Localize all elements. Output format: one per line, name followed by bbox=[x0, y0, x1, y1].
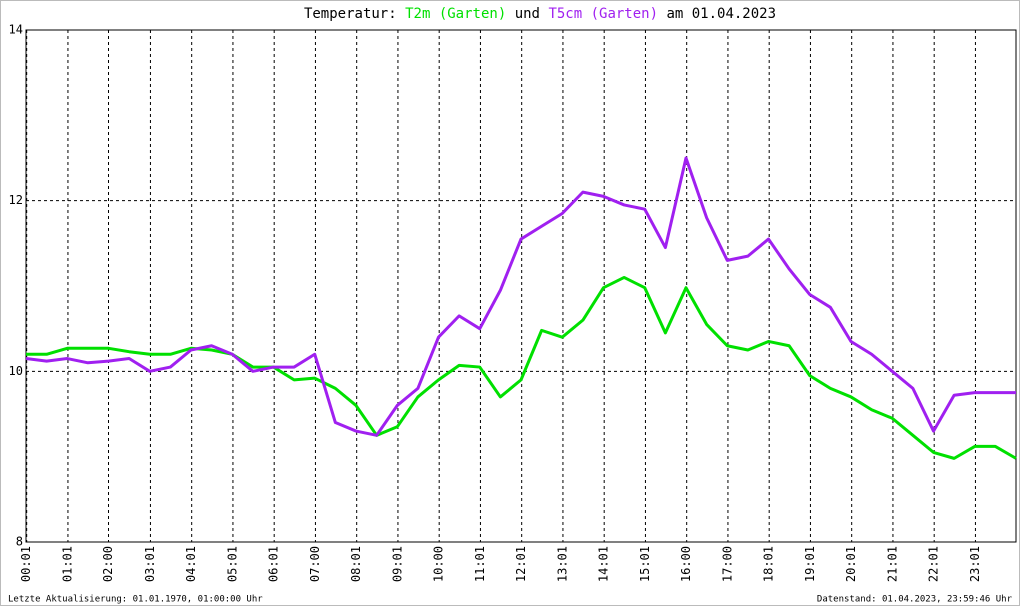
x-tick-label: 02:00 bbox=[101, 546, 115, 582]
y-tick-label: 12 bbox=[9, 193, 23, 207]
x-tick-label: 08:01 bbox=[349, 546, 363, 582]
x-tick-label: 20:01 bbox=[844, 546, 858, 582]
chart-title: Temperatur: T2m (Garten) und T5cm (Garte… bbox=[304, 6, 776, 22]
x-tick-label: 04:01 bbox=[184, 546, 198, 582]
x-tick-label: 14:01 bbox=[597, 546, 611, 582]
plot-border bbox=[25, 29, 1017, 543]
x-tick-label: 07:00 bbox=[308, 546, 322, 582]
line-series bbox=[25, 156, 1016, 437]
x-tick-label: 10:00 bbox=[432, 546, 446, 582]
legend-entry: T5cm (Garten) bbox=[548, 6, 658, 22]
y-tick-label: 10 bbox=[9, 364, 23, 378]
x-tick-label: 12:01 bbox=[514, 546, 528, 582]
x-tick-label: 23:01 bbox=[968, 546, 982, 582]
x-tick-label: 01:01 bbox=[60, 546, 74, 582]
y-tick-label: 8 bbox=[16, 535, 23, 549]
x-tick-label: 13:01 bbox=[555, 546, 569, 582]
x-tick-label: 06:01 bbox=[267, 546, 281, 582]
footer-right: Datenstand: 01.04.2023, 23:59:46 Uhr bbox=[817, 595, 1013, 605]
x-tick-label: 16:00 bbox=[679, 546, 693, 582]
x-tick-label: 03:01 bbox=[143, 546, 157, 582]
x-tick-label: 09:01 bbox=[390, 546, 404, 582]
line-series bbox=[26, 275, 1017, 460]
y-tick-label: 14 bbox=[9, 23, 23, 37]
x-tick-label: 19:01 bbox=[803, 546, 817, 582]
x-tick-label: 21:01 bbox=[885, 546, 899, 582]
x-tick-label: 11:01 bbox=[473, 546, 487, 582]
x-tick-label: 22:01 bbox=[927, 546, 941, 582]
title-part: und bbox=[515, 6, 540, 22]
x-tick-label: 00:01 bbox=[19, 546, 33, 582]
x-tick-label: 17:00 bbox=[720, 546, 734, 582]
title-part: am 01.04.2023 bbox=[666, 6, 776, 22]
x-tick-label: 15:01 bbox=[638, 546, 652, 582]
footer-left: Letzte Aktualisierung: 01.01.1970, 01:00… bbox=[8, 595, 263, 605]
x-tick-label: 18:01 bbox=[762, 546, 776, 582]
x-tick-label: 05:01 bbox=[225, 546, 239, 582]
legend-entry: T2m (Garten) bbox=[405, 6, 506, 22]
title-part: Temperatur: bbox=[304, 6, 397, 22]
